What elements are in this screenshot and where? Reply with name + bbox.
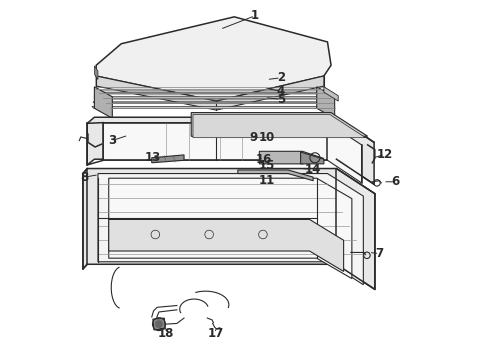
Text: 15: 15	[258, 159, 275, 172]
Polygon shape	[96, 17, 331, 101]
Polygon shape	[93, 102, 329, 104]
Polygon shape	[94, 97, 328, 99]
Text: 14: 14	[304, 163, 320, 176]
Polygon shape	[83, 168, 375, 289]
Text: 6: 6	[392, 175, 400, 188]
Polygon shape	[238, 170, 313, 181]
Polygon shape	[95, 92, 327, 94]
Polygon shape	[193, 114, 366, 138]
Polygon shape	[109, 220, 343, 271]
Polygon shape	[109, 178, 352, 279]
Text: 11: 11	[258, 174, 274, 186]
Text: 4: 4	[277, 85, 285, 98]
Text: 3: 3	[108, 134, 117, 147]
Polygon shape	[95, 66, 98, 80]
Text: 16: 16	[256, 153, 272, 166]
Text: 8: 8	[80, 171, 89, 184]
Polygon shape	[103, 123, 362, 183]
Polygon shape	[152, 155, 184, 163]
Polygon shape	[92, 107, 330, 108]
Text: 10: 10	[258, 131, 274, 144]
Text: 12: 12	[377, 148, 393, 161]
Text: 9: 9	[250, 131, 258, 144]
Text: 18: 18	[158, 327, 174, 340]
Polygon shape	[98, 174, 364, 285]
Polygon shape	[95, 87, 112, 118]
Polygon shape	[324, 87, 338, 101]
Polygon shape	[191, 113, 368, 136]
Text: 1: 1	[251, 9, 259, 22]
Polygon shape	[317, 87, 335, 118]
Text: 17: 17	[207, 327, 224, 340]
Polygon shape	[96, 76, 324, 110]
Text: 2: 2	[277, 71, 285, 84]
Text: 13: 13	[145, 151, 161, 164]
Polygon shape	[87, 117, 374, 184]
Polygon shape	[300, 152, 324, 164]
Polygon shape	[259, 151, 324, 164]
Text: 5: 5	[277, 93, 285, 106]
Text: 7: 7	[375, 247, 384, 260]
Circle shape	[155, 320, 163, 328]
Polygon shape	[153, 318, 166, 330]
